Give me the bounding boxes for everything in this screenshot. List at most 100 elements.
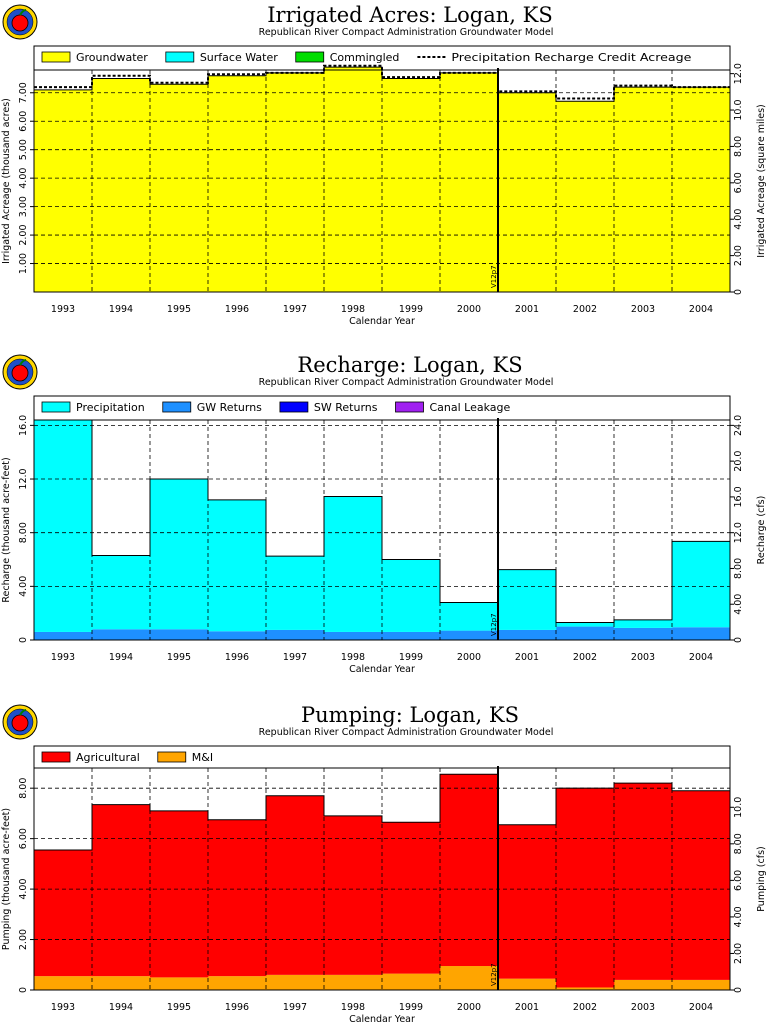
logo-leaf-icon	[19, 709, 27, 716]
bar-agricultural-1999	[382, 822, 441, 974]
y-tick-label: 4.00	[18, 879, 29, 900]
x-tick-label: 2000	[457, 652, 481, 663]
x-tick-label: 2001	[515, 304, 539, 315]
bar-gw-returns-2001	[498, 629, 557, 640]
x-tick-label: 2000	[457, 304, 481, 315]
chart-subtitle: Republican River Compact Administration …	[259, 727, 554, 738]
x-tick-label: 1997	[283, 1002, 307, 1013]
bar-m-i-1999	[382, 973, 441, 990]
y2-axis-label: Recharge (cfs)	[756, 496, 767, 565]
legend-label: Surface Water	[200, 51, 278, 64]
y2-tick-label: 0	[733, 637, 744, 643]
bar-groundwater-2001	[498, 92, 557, 293]
y-tick-label: 5.00	[18, 139, 29, 160]
y-tick-label: 4.00	[18, 168, 29, 189]
y-axis-label: Irrigated Acreage (thousand acres)	[1, 98, 12, 264]
version-marker-label: V12p7	[490, 613, 498, 636]
logo-leaf-icon	[19, 359, 27, 366]
bar-agricultural-2002	[556, 788, 615, 988]
bar-m-i-1996	[208, 976, 267, 990]
bar-groundwater-1995	[150, 84, 209, 292]
bar-gw-returns-1994	[92, 629, 151, 640]
y-tick-label: 0	[18, 987, 29, 993]
bar-agricultural-2000	[440, 774, 499, 967]
x-tick-label: 1996	[225, 304, 249, 315]
bar-precipitation-2004	[672, 541, 731, 628]
legend-label: SW Returns	[314, 401, 378, 414]
y2-tick-label: 4.00	[733, 594, 744, 615]
y2-tick-label: 16.0	[733, 486, 744, 507]
x-tick-label: 1997	[283, 304, 307, 315]
legend-swatch	[41, 751, 71, 763]
x-axis-label: Calendar Year	[349, 316, 415, 327]
bar-precipitation-2002	[556, 622, 615, 627]
chart-subtitle: Republican River Compact Administration …	[259, 377, 554, 388]
legend-swatch	[157, 751, 187, 763]
x-tick-label: 2004	[689, 652, 713, 663]
bar-precipitation-1996	[208, 499, 267, 632]
x-tick-label: 2003	[631, 652, 655, 663]
y2-tick-label: 6.00	[733, 172, 744, 193]
x-tick-label: 1993	[51, 304, 75, 315]
bar-agricultural-2001	[498, 824, 557, 979]
bar-agricultural-2003	[614, 783, 673, 980]
x-axis-label: Calendar Year	[349, 1014, 415, 1024]
y2-tick-label: 8.00	[733, 833, 744, 854]
x-tick-label: 2000	[457, 1002, 481, 1013]
y2-tick-label: 10.0	[733, 99, 744, 120]
legend-label: Precipitation	[76, 401, 145, 414]
y2-axis-label: Pumping (cfs)	[756, 846, 767, 912]
y2-tick-label: 10.0	[733, 797, 744, 818]
x-tick-label: 1995	[167, 1002, 191, 1013]
legend-swatch	[165, 51, 195, 63]
x-tick-label: 2002	[573, 652, 597, 663]
bar-groundwater-1999	[382, 78, 441, 293]
x-tick-label: 1998	[341, 1002, 365, 1013]
y-axis-label: Pumping (thousand acre-feet)	[1, 808, 12, 950]
y-tick-label: 0	[18, 637, 29, 643]
x-tick-label: 2001	[515, 1002, 539, 1013]
plot-frame	[33, 767, 731, 991]
y2-axis-label: Irrigated Acreage (square miles)	[756, 104, 767, 258]
version-marker-label: V12p7	[490, 265, 498, 288]
x-tick-label: 1994	[109, 652, 133, 663]
plot-frame	[33, 69, 731, 293]
chart-title: Irrigated Acres: Logan, KS	[267, 3, 552, 27]
bar-groundwater-2002	[556, 101, 615, 292]
legend-label: GW Returns	[197, 401, 262, 414]
x-tick-label: 2002	[573, 304, 597, 315]
bar-gw-returns-1997	[266, 629, 325, 640]
bar-precipitation-1994	[92, 555, 151, 630]
bar-gw-returns-1993	[34, 631, 93, 640]
y-tick-label: 4.00	[18, 576, 29, 597]
x-tick-label: 1996	[225, 652, 249, 663]
legend-swatch	[395, 401, 424, 413]
y2-tick-label: 2.00	[733, 245, 744, 266]
y-tick-label: 2.00	[18, 224, 29, 245]
x-tick-label: 2002	[573, 1002, 597, 1013]
bar-precipitation-2000	[440, 602, 499, 631]
x-tick-label: 1995	[167, 652, 191, 663]
y2-tick-label: 8.00	[733, 136, 744, 157]
version-marker-label: V12p7	[490, 963, 498, 986]
legend-box	[33, 395, 731, 421]
bar-gw-returns-1995	[150, 629, 209, 640]
legend-label: Canal Leakage	[430, 401, 511, 414]
bar-m-i-2004	[672, 979, 731, 990]
bar-precipitation-2003	[614, 619, 673, 628]
x-tick-label: 2003	[631, 304, 655, 315]
legend-box	[33, 745, 731, 771]
x-tick-label: 1998	[341, 304, 365, 315]
y2-tick-label: 0	[733, 289, 744, 295]
bar-precipitation-2001	[498, 569, 557, 630]
chart-subtitle: Republican River Compact Administration …	[259, 27, 554, 38]
bar-groundwater-2000	[440, 72, 499, 292]
x-tick-label: 1998	[341, 652, 365, 663]
logo-apple-icon	[11, 714, 29, 732]
bar-agricultural-2004	[672, 790, 731, 980]
y-tick-label: 12.0	[18, 468, 29, 489]
logo-apple-icon	[11, 14, 29, 32]
